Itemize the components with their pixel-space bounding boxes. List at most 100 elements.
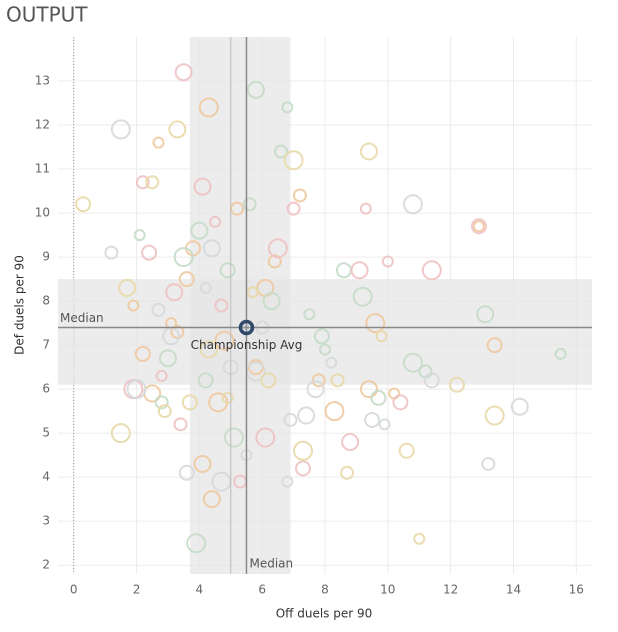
y-tick-label: 4 — [42, 470, 50, 484]
point — [152, 136, 165, 149]
point — [398, 442, 415, 459]
point — [118, 278, 137, 297]
y-tick-label: 3 — [42, 514, 50, 528]
point — [423, 372, 440, 389]
chart-title: OUTPUT — [6, 3, 88, 27]
y-tick-label: 11 — [35, 162, 50, 176]
point — [246, 80, 265, 99]
point — [246, 286, 259, 299]
point — [281, 475, 294, 488]
point — [359, 142, 378, 161]
point — [325, 356, 338, 369]
point — [214, 330, 235, 351]
point — [283, 412, 298, 427]
point — [392, 394, 409, 411]
point — [486, 337, 503, 354]
point — [110, 423, 131, 444]
point — [335, 262, 352, 279]
reference-label: Median — [60, 311, 104, 325]
point — [510, 397, 529, 416]
y-tick-label: 8 — [42, 294, 50, 308]
point — [319, 343, 331, 356]
point — [267, 254, 282, 269]
point — [359, 380, 378, 399]
point — [143, 384, 162, 403]
point — [127, 299, 140, 312]
y-tick-label: 12 — [35, 118, 50, 132]
y-tick-label: 13 — [35, 74, 50, 88]
point — [260, 372, 277, 389]
point — [145, 175, 160, 190]
highlight-point — [238, 319, 255, 336]
point — [202, 490, 221, 509]
y-tick-label: 7 — [42, 338, 50, 352]
point — [293, 440, 314, 461]
point — [381, 255, 394, 268]
point — [472, 220, 485, 233]
point — [262, 292, 281, 311]
point — [421, 260, 442, 281]
point — [313, 328, 330, 345]
point — [267, 238, 288, 259]
point — [554, 347, 567, 360]
point — [174, 63, 193, 82]
point — [110, 119, 131, 140]
highlight-inner — [243, 324, 250, 331]
point — [178, 464, 195, 481]
point — [157, 404, 172, 419]
point — [402, 194, 423, 215]
point — [181, 394, 198, 411]
point — [134, 345, 151, 362]
y-tick-label: 10 — [35, 206, 50, 220]
point — [165, 283, 184, 302]
point — [359, 202, 372, 215]
x-tick-label: 14 — [506, 583, 521, 597]
point — [292, 188, 307, 203]
point — [303, 308, 316, 321]
point — [375, 330, 388, 343]
point — [402, 352, 423, 373]
point — [158, 349, 177, 368]
point — [476, 305, 495, 324]
highlight-label: Championship Avg — [191, 338, 303, 352]
point — [378, 418, 391, 431]
point — [324, 401, 345, 422]
point — [365, 313, 386, 334]
point — [190, 221, 209, 240]
point — [173, 247, 194, 268]
x-axis-title: Off duels per 90 — [276, 607, 373, 621]
point — [311, 373, 326, 388]
band — [58, 279, 592, 385]
point — [75, 196, 92, 213]
point — [155, 369, 168, 382]
point — [104, 245, 119, 260]
point — [484, 405, 505, 426]
point — [198, 97, 219, 118]
point — [162, 327, 181, 346]
x-tick-label: 2 — [133, 583, 141, 597]
reference-label: Median — [249, 557, 293, 571]
x-tick-label: 10 — [380, 583, 395, 597]
point — [350, 261, 369, 280]
point — [306, 380, 325, 399]
point — [193, 454, 212, 473]
point — [413, 532, 426, 545]
point — [388, 387, 401, 400]
point — [133, 229, 146, 242]
y-axis-title: Def duels per 90 — [13, 255, 27, 355]
point — [242, 197, 257, 212]
point — [255, 427, 276, 448]
point — [168, 120, 187, 139]
x-tick-label: 0 — [70, 583, 78, 597]
point — [297, 406, 316, 425]
point — [199, 281, 212, 294]
point — [330, 373, 345, 388]
point — [221, 391, 234, 404]
point — [364, 411, 381, 428]
point — [274, 144, 289, 159]
point — [286, 201, 301, 216]
point — [470, 218, 487, 235]
x-tick-label: 4 — [196, 583, 204, 597]
point — [219, 262, 236, 279]
